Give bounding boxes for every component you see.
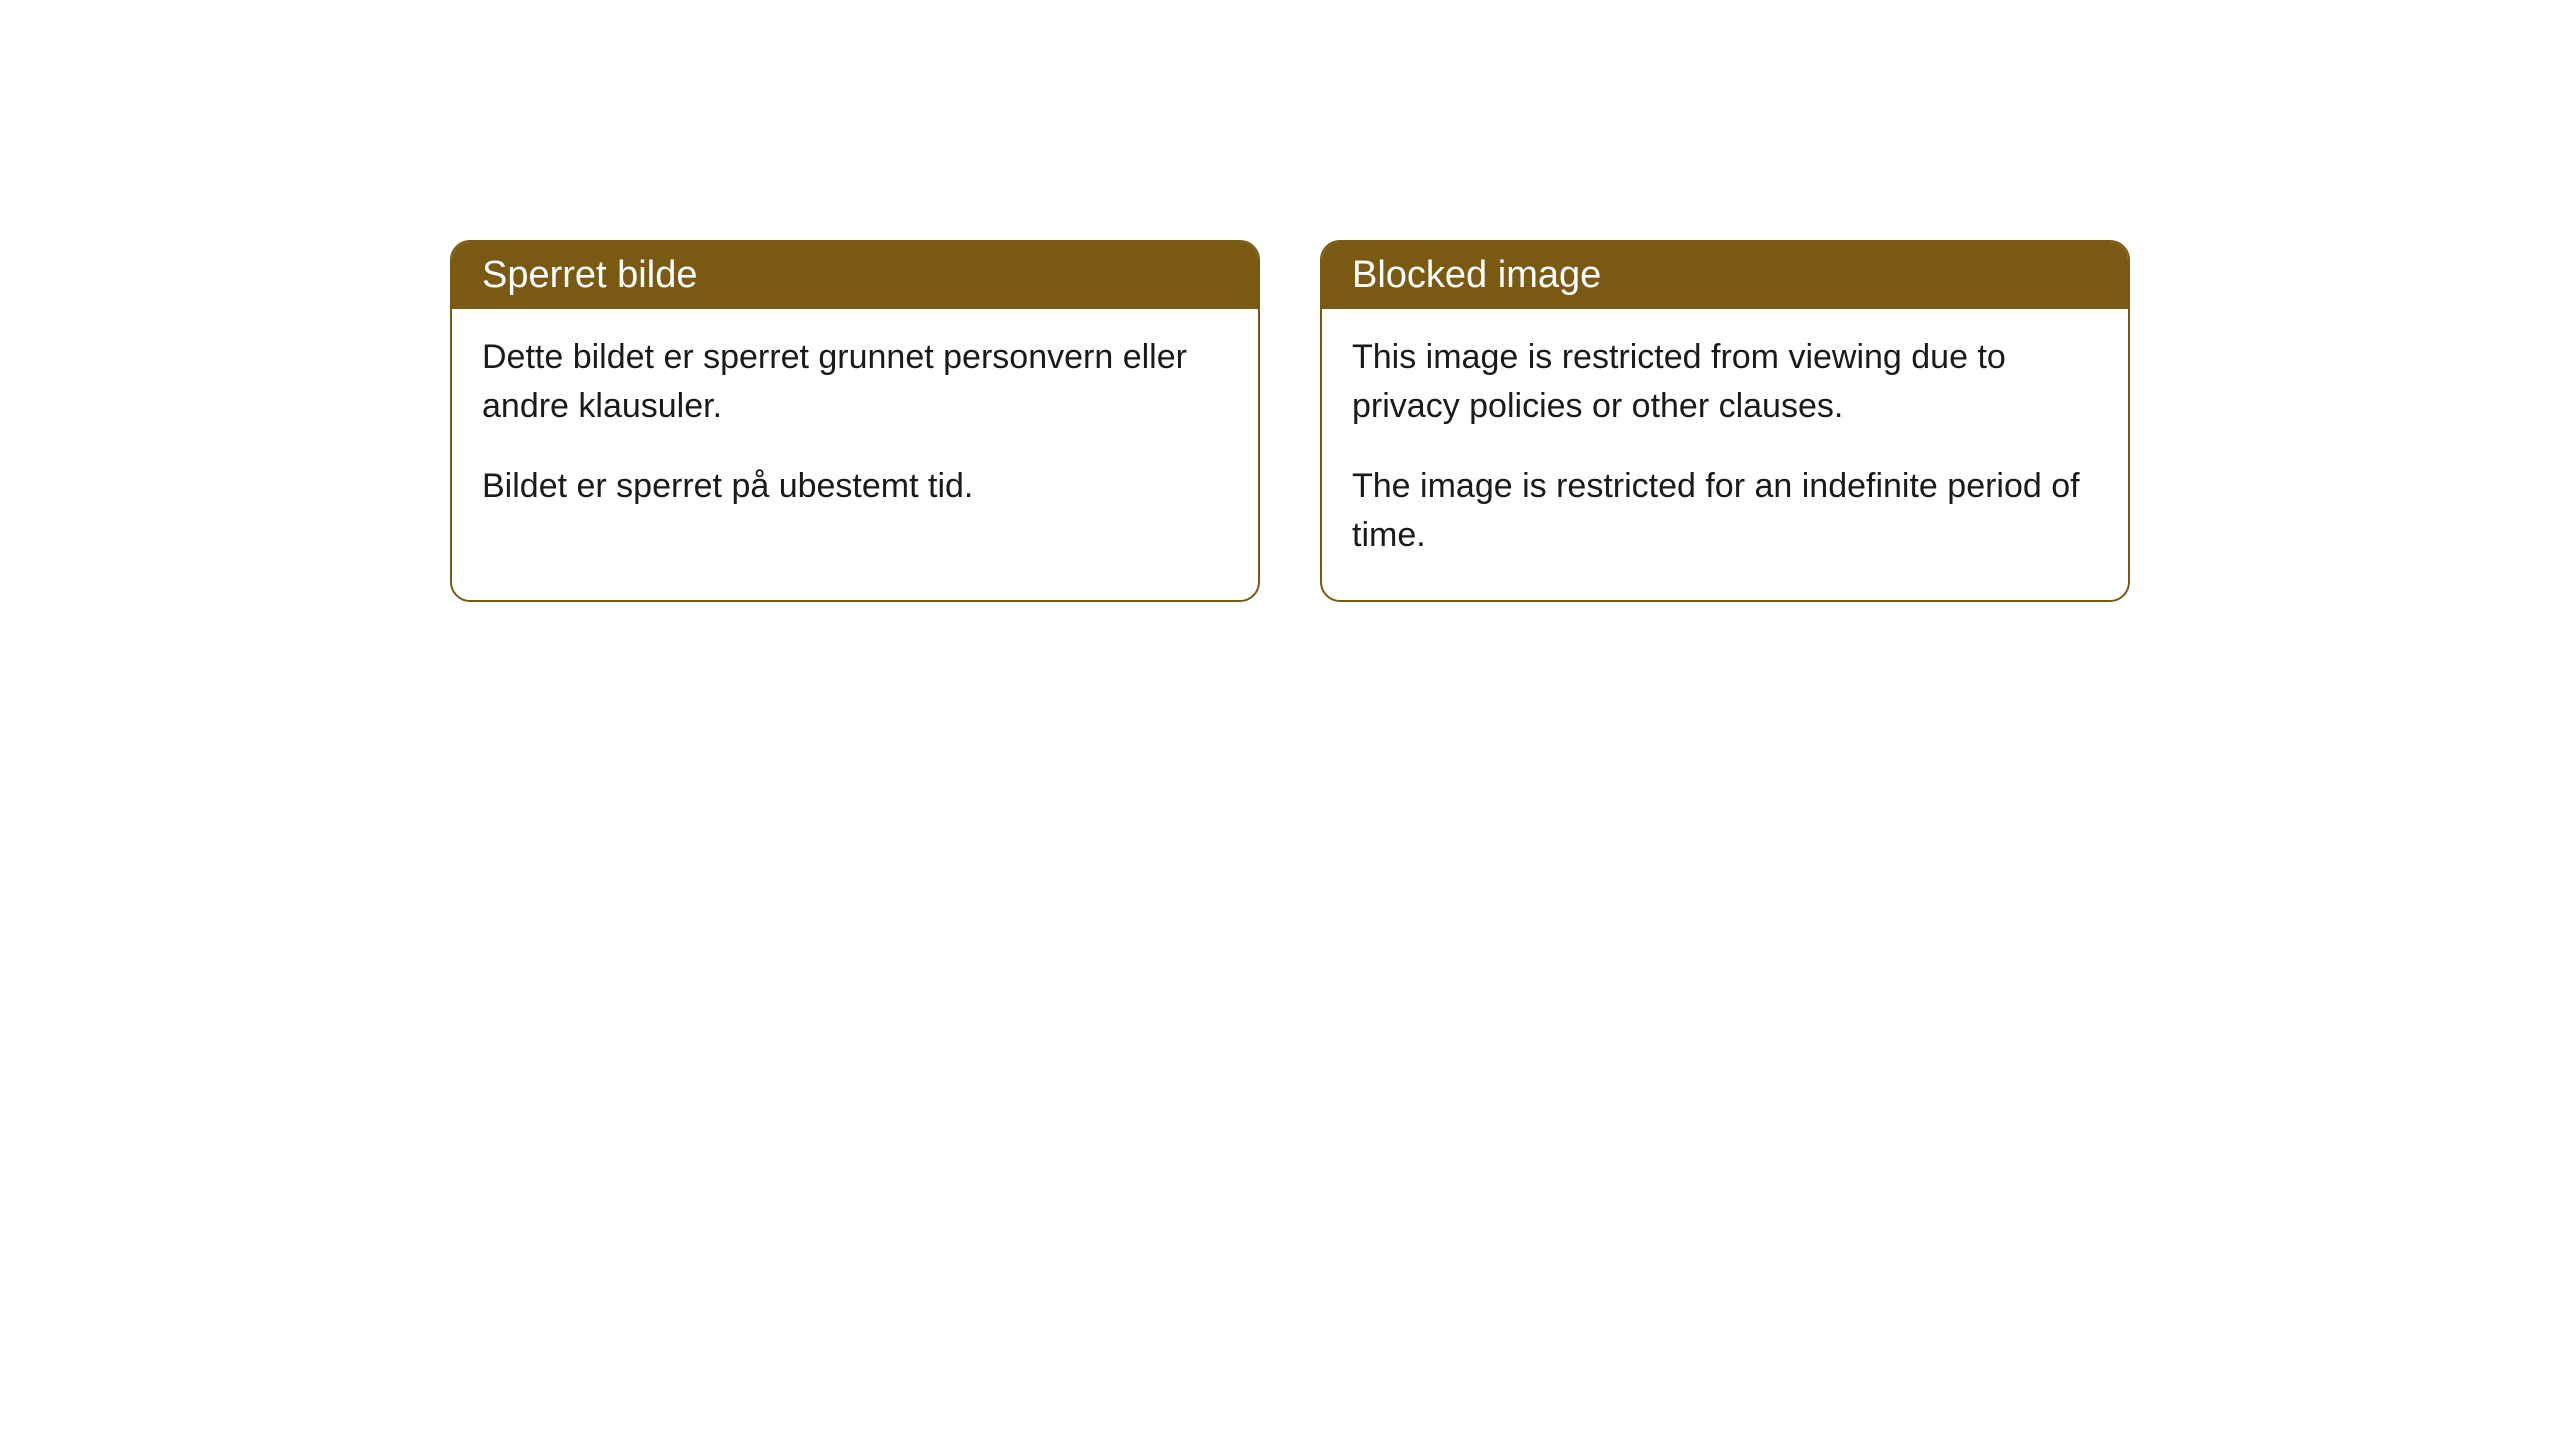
card-paragraph: The image is restricted for an indefinit… [1352, 462, 2098, 561]
card-paragraph: Dette bildet er sperret grunnet personve… [482, 333, 1228, 432]
card-body-english: This image is restricted from viewing du… [1322, 309, 2128, 600]
card-header-english: Blocked image [1322, 242, 2128, 309]
card-paragraph: This image is restricted from viewing du… [1352, 333, 2098, 432]
notice-cards-container: Sperret bilde Dette bildet er sperret gr… [450, 240, 2130, 602]
card-paragraph: Bildet er sperret på ubestemt tid. [482, 462, 1228, 511]
notice-card-norwegian: Sperret bilde Dette bildet er sperret gr… [450, 240, 1260, 602]
notice-card-english: Blocked image This image is restricted f… [1320, 240, 2130, 602]
card-body-norwegian: Dette bildet er sperret grunnet personve… [452, 309, 1258, 551]
card-title: Blocked image [1352, 254, 1601, 296]
card-header-norwegian: Sperret bilde [452, 242, 1258, 309]
card-title: Sperret bilde [482, 254, 697, 296]
